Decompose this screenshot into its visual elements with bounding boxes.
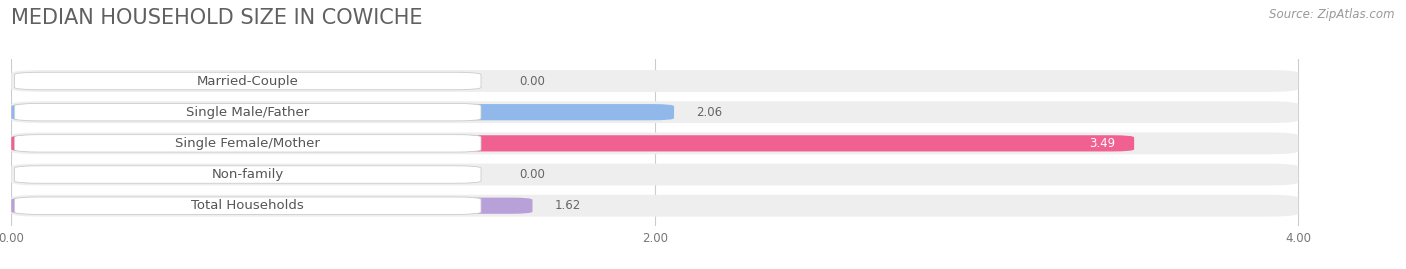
Text: 0.00: 0.00 [520,168,546,181]
FancyBboxPatch shape [14,197,481,214]
FancyBboxPatch shape [11,70,1298,92]
FancyBboxPatch shape [11,164,1298,185]
Text: Married-Couple: Married-Couple [197,75,298,87]
FancyBboxPatch shape [14,104,481,121]
Text: 0.00: 0.00 [520,75,546,87]
Text: MEDIAN HOUSEHOLD SIZE IN COWICHE: MEDIAN HOUSEHOLD SIZE IN COWICHE [11,8,423,28]
Text: 3.49: 3.49 [1088,137,1115,150]
Text: Source: ZipAtlas.com: Source: ZipAtlas.com [1270,8,1395,21]
Text: 1.62: 1.62 [555,199,581,212]
FancyBboxPatch shape [14,72,481,90]
Text: 2.06: 2.06 [696,106,723,119]
FancyBboxPatch shape [11,135,1135,151]
FancyBboxPatch shape [11,195,1298,217]
FancyBboxPatch shape [11,198,533,214]
Text: Single Male/Father: Single Male/Father [186,106,309,119]
Text: Single Female/Mother: Single Female/Mother [176,137,321,150]
Text: Non-family: Non-family [212,168,284,181]
FancyBboxPatch shape [11,101,1298,123]
FancyBboxPatch shape [11,104,673,120]
FancyBboxPatch shape [14,134,481,152]
FancyBboxPatch shape [11,132,1298,154]
FancyBboxPatch shape [14,166,481,183]
Text: Total Households: Total Households [191,199,304,212]
